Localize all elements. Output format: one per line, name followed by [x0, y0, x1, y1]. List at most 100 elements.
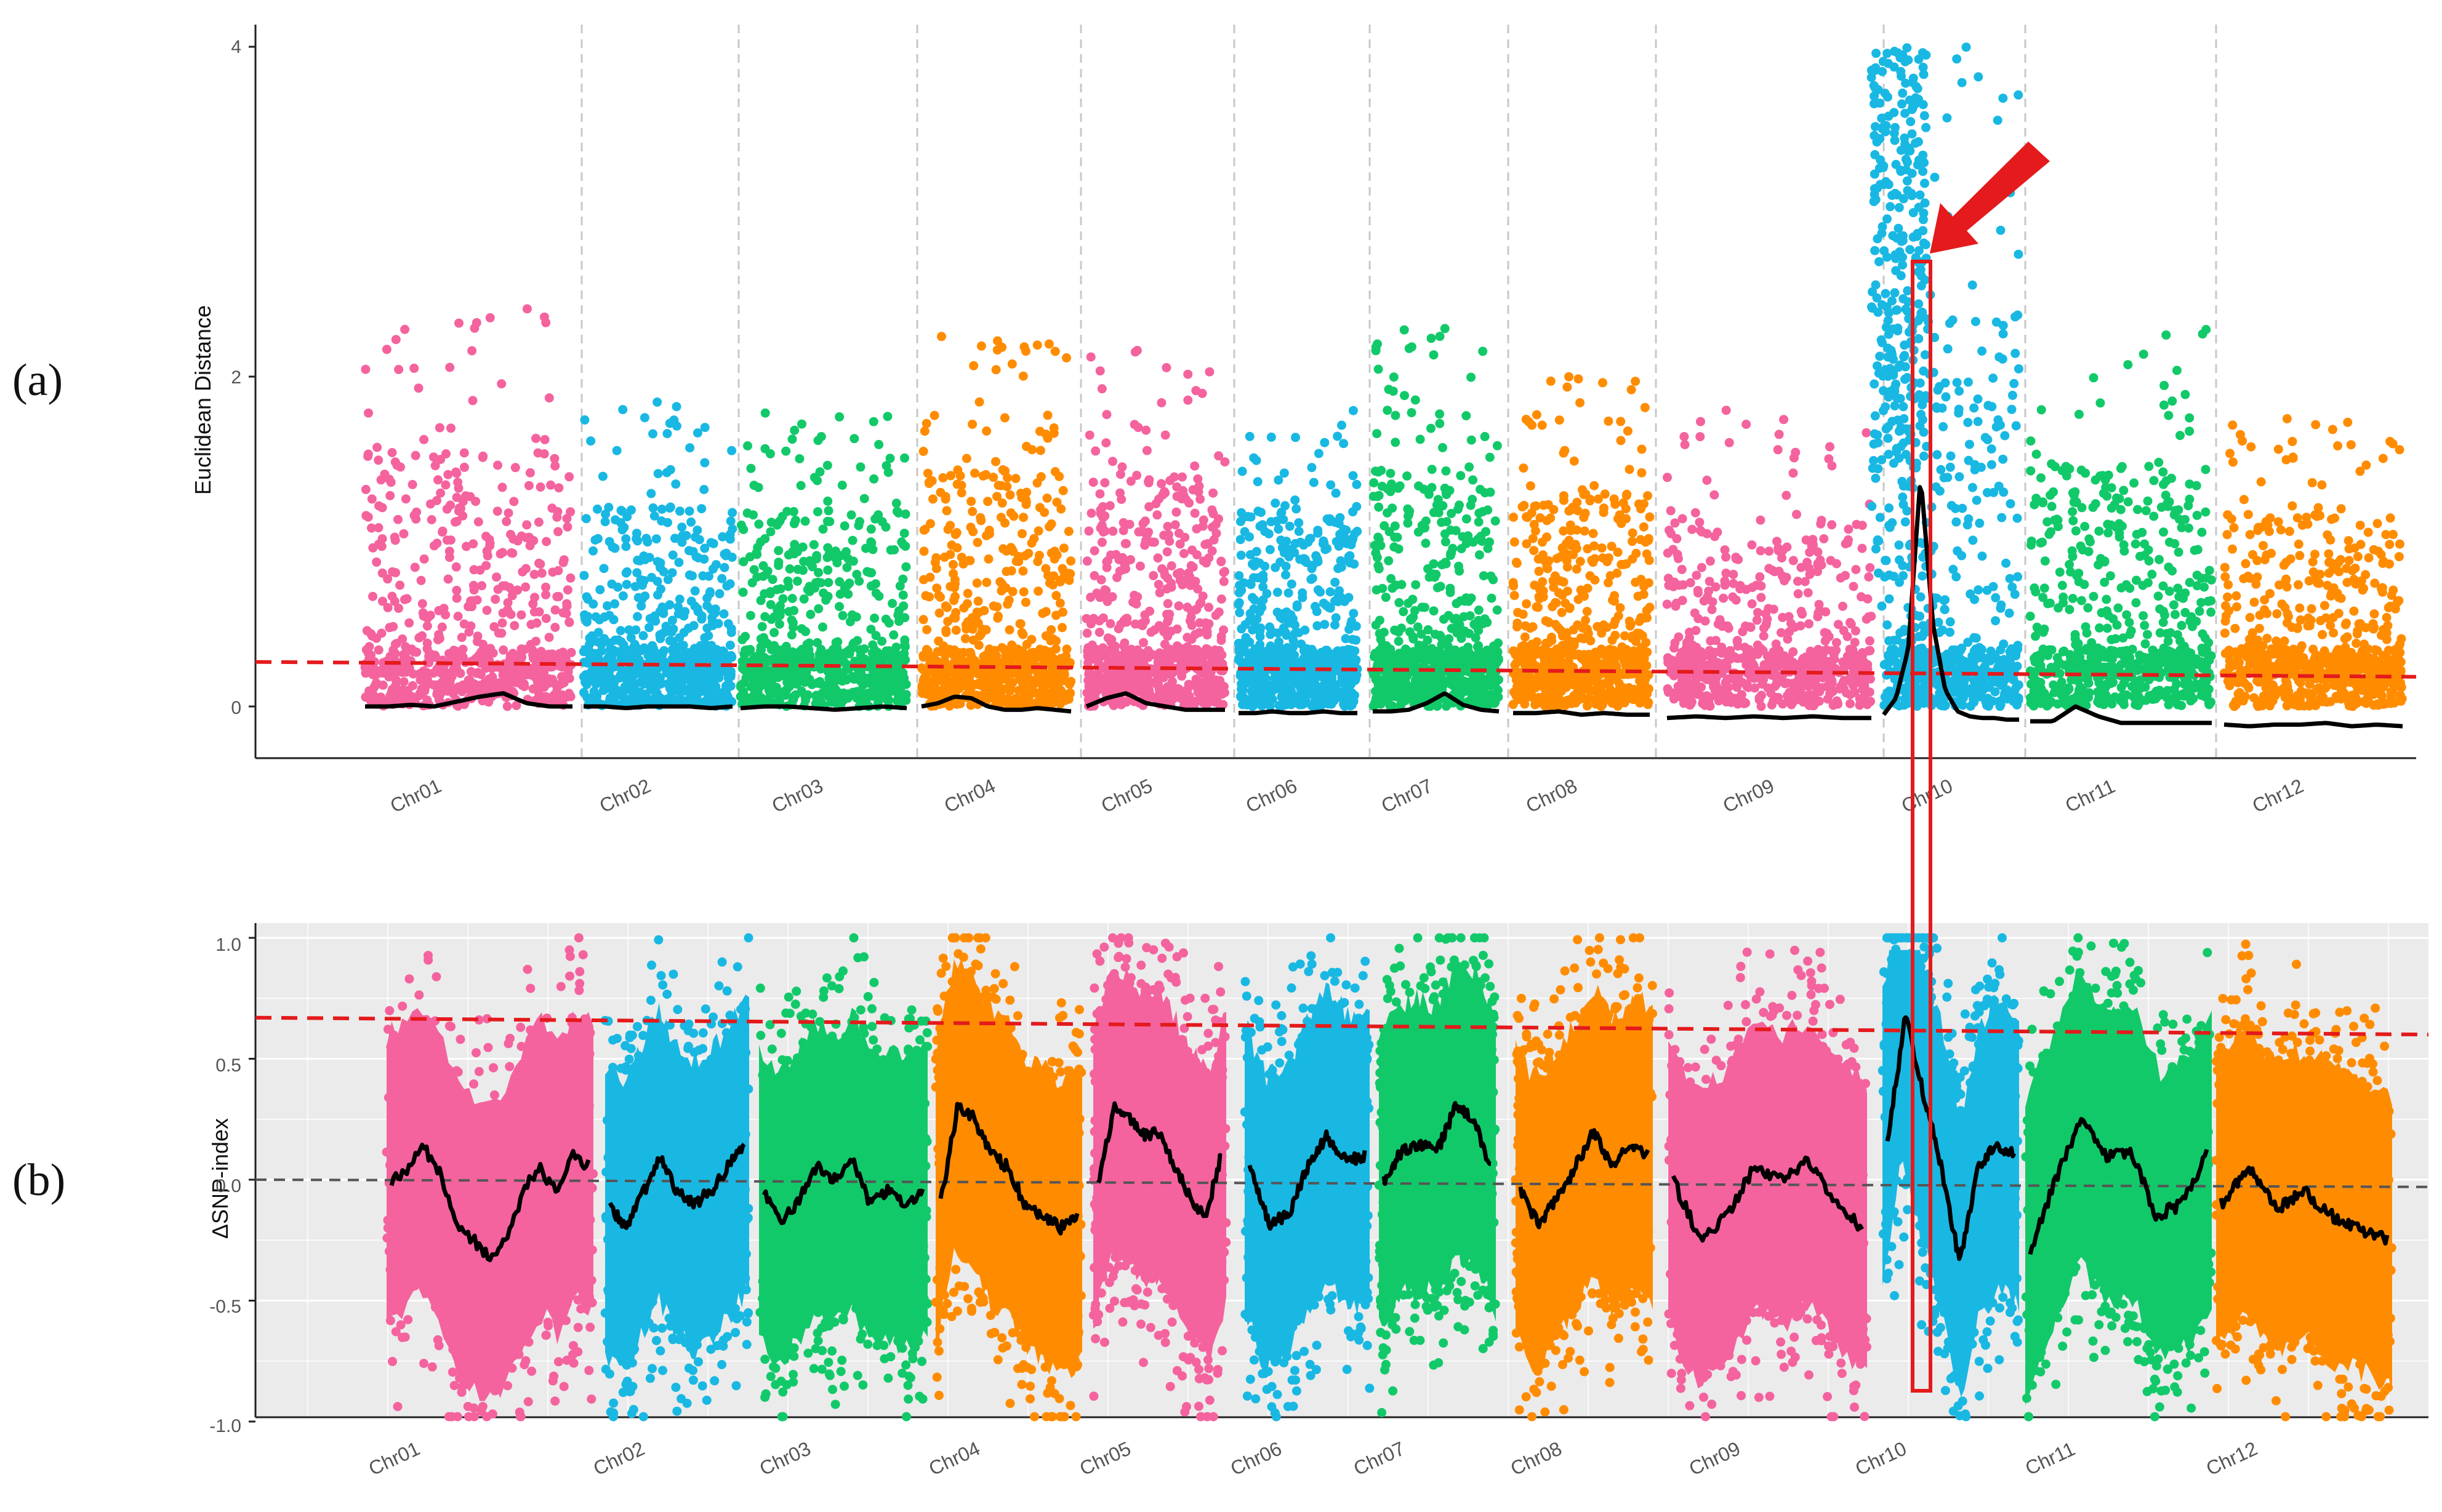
- panel-a-point: [1239, 578, 1249, 588]
- panel-a-point: [633, 555, 643, 565]
- panel-a-point: [1058, 623, 1067, 633]
- panel-a-point: [553, 507, 563, 516]
- panel-a-point: [1320, 438, 1330, 447]
- panel-a-point: [766, 527, 776, 537]
- panel-a-point: [757, 622, 767, 631]
- panel-a-point: [374, 455, 384, 465]
- panel-a-point: [1283, 588, 1293, 598]
- panel-a-point: [693, 689, 702, 698]
- panel-a-point: [801, 626, 811, 636]
- panel-a-point: [598, 471, 608, 481]
- panel-a-point: [1184, 691, 1194, 701]
- panel-a-point: [412, 647, 422, 657]
- panel-a-point: [1064, 527, 1074, 536]
- panel-a-point: [520, 682, 529, 692]
- panel-a-point: [956, 682, 966, 692]
- panel-a-point: [893, 610, 903, 620]
- panel-a-point: [861, 543, 870, 553]
- panel-a-point: [749, 510, 758, 520]
- panel-a-point: [688, 571, 697, 581]
- panel-a-point: [984, 554, 994, 564]
- panel-a-point: [1286, 610, 1296, 620]
- panel-a-point: [1371, 466, 1380, 476]
- panel-a-point: [928, 494, 938, 504]
- panel-a-point: [1187, 634, 1197, 644]
- panel-a-point: [1001, 651, 1011, 661]
- panel-a-point: [400, 650, 410, 660]
- panel-a-point: [993, 614, 1003, 623]
- panel-a-point: [673, 602, 683, 612]
- panel-a-point: [1263, 646, 1273, 655]
- panel-a-point: [643, 537, 653, 547]
- panel-a-point: [516, 644, 526, 654]
- panel-a-point: [374, 645, 384, 655]
- panel-a-point: [1253, 477, 1263, 487]
- panel-a-point: [1245, 637, 1255, 647]
- panel-a-point: [728, 508, 737, 518]
- panel-a-point: [924, 478, 934, 487]
- panel-a-point: [855, 676, 865, 686]
- panel-a-point: [1211, 610, 1221, 620]
- panel-a-point: [410, 562, 420, 572]
- panel-a-point: [428, 452, 438, 462]
- panel-a-point: [795, 454, 805, 463]
- panel-a-point: [430, 461, 440, 471]
- panel-a-point: [932, 583, 942, 593]
- panel-a-point: [1294, 527, 1304, 536]
- panel-a-point: [814, 662, 824, 671]
- panel-a-point: [1163, 682, 1172, 692]
- panel-a-point: [1101, 438, 1111, 448]
- panel-a-point: [1424, 681, 1434, 691]
- panel-a-point: [663, 518, 672, 527]
- panel-a-point: [965, 556, 975, 566]
- panel-a-point: [1121, 614, 1131, 624]
- panel-a-point: [1307, 463, 1317, 473]
- panel-a-point: [707, 674, 717, 684]
- panel-a-point: [982, 649, 992, 658]
- panel-a-point: [451, 517, 460, 527]
- panel-a-point: [1201, 618, 1211, 628]
- panel-a-point: [1381, 641, 1391, 650]
- panel-a-point: [411, 450, 420, 460]
- panel-a-point: [1160, 570, 1170, 580]
- panel-a-point: [1172, 624, 1182, 634]
- panel-a-point: [706, 538, 716, 548]
- panel-a-point: [1194, 628, 1204, 638]
- panel-a-point: [1415, 434, 1425, 444]
- panel-a-point: [1454, 561, 1463, 571]
- panel-a-point: [842, 562, 852, 572]
- panel-a-point: [1432, 702, 1442, 711]
- panel-a-point: [438, 526, 448, 536]
- panel-a-point: [395, 580, 405, 590]
- panel-a-point: [898, 540, 908, 550]
- panel-a-point: [468, 539, 478, 549]
- panel-a-point: [1004, 595, 1014, 605]
- panel-a-point: [670, 534, 680, 543]
- panel-a-point: [1490, 698, 1500, 708]
- panel-a-point: [798, 542, 808, 552]
- panel-a-point: [739, 557, 749, 567]
- panel-a-point: [1005, 625, 1014, 634]
- panel-a-point: [674, 558, 684, 567]
- panel-a-y-tick-2: 2: [231, 367, 241, 388]
- panel-a-point: [691, 552, 701, 562]
- panel-a-point: [1389, 692, 1399, 702]
- panel-a-point: [760, 534, 770, 543]
- panel-a-point: [1159, 487, 1169, 497]
- panel-a-point: [1411, 580, 1421, 590]
- panel-a-point: [962, 599, 972, 609]
- panel-a-point: [1141, 537, 1151, 547]
- panel-a-point: [415, 669, 425, 679]
- panel-a-point: [1474, 550, 1484, 560]
- panel-a-point: [951, 608, 961, 617]
- panel-a-point: [685, 443, 695, 453]
- panel-a-point: [973, 538, 982, 547]
- panel-a-point: [553, 651, 563, 660]
- panel-a-point: [814, 649, 824, 658]
- panel-a-point: [453, 649, 463, 659]
- panel-a-point: [619, 522, 629, 532]
- panel-a-point: [699, 485, 709, 494]
- panel-a-point: [1339, 439, 1349, 449]
- panel-a-point: [1114, 624, 1123, 634]
- panel-a-point: [1440, 529, 1450, 539]
